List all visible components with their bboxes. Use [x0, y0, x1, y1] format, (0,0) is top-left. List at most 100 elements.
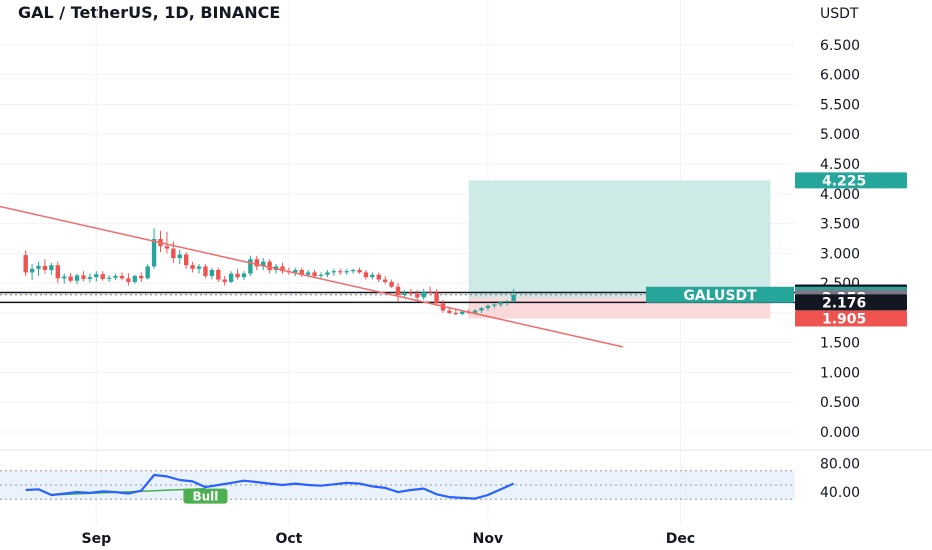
candle-body — [74, 275, 80, 281]
rsi-pane: Bull — [0, 470, 795, 504]
candle-body — [29, 268, 35, 273]
candle-body — [453, 312, 459, 315]
rsi-band — [0, 470, 795, 500]
rsi-tick-label: 40.00 — [820, 485, 860, 501]
symbol-badge-bg — [646, 286, 794, 303]
candle-body — [62, 276, 67, 279]
candle-body — [395, 286, 401, 296]
candle-body — [177, 254, 182, 259]
candle-body — [248, 259, 253, 274]
y-tick-label: 0.500 — [820, 395, 860, 411]
currency-label: USDT — [820, 6, 859, 22]
candle-body — [479, 308, 484, 311]
candle-body — [427, 291, 433, 293]
candle-body — [338, 271, 343, 273]
candle-body — [81, 275, 86, 279]
y-tick-label: 3.000 — [820, 246, 860, 262]
symbol-badge: GALUSDT — [683, 288, 757, 304]
chart-title: GAL / TetherUS, 1D, BINANCE — [18, 3, 281, 22]
candle-body — [190, 265, 195, 269]
candle-body — [408, 292, 414, 294]
rsi-tick-label: 80.00 — [820, 457, 860, 473]
time-axis: Sep Oct Nov Dec — [81, 531, 695, 547]
candle-body — [235, 273, 240, 278]
candle-body — [472, 310, 478, 313]
candle-body — [421, 291, 426, 298]
y-tick-label: 6.000 — [820, 68, 860, 84]
price-badge-bg — [795, 294, 907, 311]
candle-body — [209, 270, 215, 276]
candle-body — [370, 274, 375, 278]
price-badge: 4.225 — [822, 173, 866, 189]
x-tick-label: Oct — [275, 531, 302, 547]
candle-body — [113, 275, 118, 278]
descending-trendline[interactable] — [0, 195, 623, 348]
price-badge: 2.176 — [822, 295, 866, 311]
candle-body — [183, 254, 189, 266]
candle-body — [376, 274, 381, 280]
y-tick-label: 0.000 — [820, 425, 860, 441]
candle-body — [363, 272, 369, 278]
candle-body — [228, 273, 234, 282]
candle-body — [331, 271, 337, 273]
candle-body — [145, 266, 150, 279]
candle-body — [402, 292, 407, 296]
y-tick-label: 5.500 — [820, 97, 860, 113]
bull-label-bg — [183, 488, 228, 504]
candle-body — [49, 265, 54, 270]
candle-body — [196, 266, 202, 269]
y-tick-label: 4.000 — [820, 187, 860, 203]
candle-body — [261, 261, 266, 267]
candle-body — [492, 304, 497, 306]
y-tick-label: 1.000 — [820, 365, 860, 381]
y-tick-label: 1.500 — [820, 336, 860, 352]
price-badge: 1.905 — [822, 312, 866, 328]
bull-divergence-line — [51, 487, 206, 496]
candle-body — [344, 271, 349, 273]
candle-body — [164, 246, 170, 249]
candle-body — [171, 248, 176, 259]
candle-body — [36, 265, 41, 269]
candle-body — [293, 270, 298, 273]
price-axis: USDT 6.500 6.000 5.500 5.000 4.500 4.000 3.500 3… — [820, 6, 860, 501]
candle-body — [357, 270, 362, 273]
x-tick-label: Nov — [473, 531, 503, 547]
candle-body — [485, 305, 491, 309]
candle-body — [222, 279, 227, 282]
candle-body — [389, 281, 394, 287]
x-tick-label: Sep — [81, 531, 111, 547]
candle-body — [254, 259, 259, 267]
candle-body — [383, 279, 388, 282]
candle-body — [434, 292, 439, 304]
candle-body — [305, 272, 311, 275]
trendline — [0, 195, 623, 348]
candle-body — [460, 311, 465, 315]
candle-body — [100, 274, 105, 279]
candlesticks — [23, 228, 516, 316]
candle-body — [511, 295, 516, 301]
candle-body — [267, 261, 272, 270]
candle-body — [312, 272, 317, 276]
candle-body — [325, 272, 330, 275]
rsi-line — [25, 473, 515, 500]
candle-body — [318, 274, 324, 276]
bull-label: Bull — [192, 490, 218, 504]
candle-body — [504, 300, 510, 303]
y-tick-label: 3.500 — [820, 217, 860, 233]
y-tick-label: 4.500 — [820, 157, 860, 173]
x-tick-label: Dec — [666, 531, 695, 547]
candle-body — [55, 265, 60, 279]
price-badge-bg — [795, 172, 907, 189]
candle-body — [68, 276, 73, 281]
candle-body — [280, 266, 285, 272]
candle-body — [350, 270, 356, 272]
candle-body — [151, 239, 157, 267]
candle-body — [139, 275, 144, 279]
candle-body — [119, 275, 125, 279]
candle-body — [415, 293, 420, 298]
candle-body — [299, 270, 304, 275]
candle-body — [87, 277, 93, 279]
candle-body — [203, 266, 208, 276]
